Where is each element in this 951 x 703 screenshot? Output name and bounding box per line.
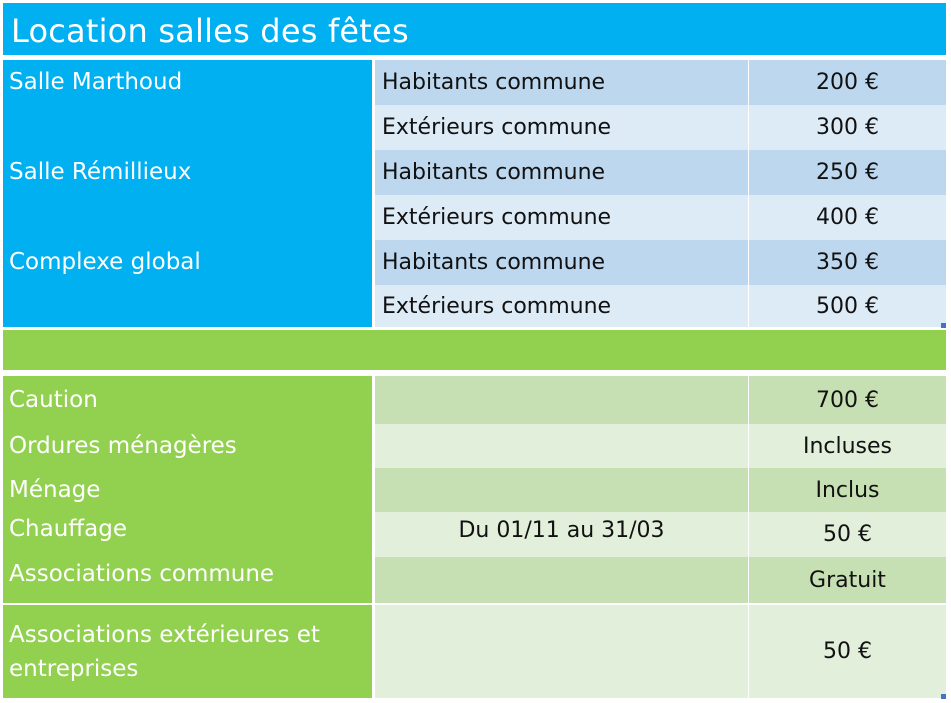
table-row: Caution 700 € <box>3 376 946 426</box>
fee-value: 50 € <box>749 605 946 698</box>
section-divider-band <box>3 330 946 370</box>
room-name: Salle Rémillieux <box>3 150 372 195</box>
cell-resize-handle[interactable] <box>941 323 946 328</box>
rental-price: 300 € <box>749 105 946 150</box>
page-title: Location salles des fêtes <box>3 3 946 55</box>
table-row: Ordures ménagères Incluses <box>3 424 946 468</box>
cell-resize-handle[interactable] <box>941 694 946 699</box>
room-name: Salle Marthoud <box>3 60 372 105</box>
resident-category: Habitants commune <box>372 60 749 105</box>
table-row: Salle Rémillieux Habitants commune 250 € <box>3 150 946 195</box>
table-row: Extérieurs commune 500 € <box>3 285 946 327</box>
table-row: Associations extérieures et entreprises … <box>3 605 946 698</box>
resident-category: Habitants commune <box>372 240 749 285</box>
fee-detail: Du 01/11 au 31/03 <box>372 512 749 557</box>
room-name <box>3 195 372 240</box>
room-name <box>3 285 372 327</box>
fee-label: Ordures ménagères <box>3 424 372 468</box>
table-row: Ménage Inclus <box>3 468 946 512</box>
fee-detail <box>372 376 749 424</box>
room-name <box>3 105 372 150</box>
resident-category: Extérieurs commune <box>372 105 749 150</box>
fee-detail <box>372 424 749 468</box>
rental-price: 350 € <box>749 240 946 285</box>
resident-category: Extérieurs commune <box>372 195 749 240</box>
fee-detail <box>372 557 749 603</box>
rental-price: 500 € <box>749 285 946 327</box>
fee-detail <box>372 468 749 512</box>
fee-label: Associations extérieures et entreprises <box>3 605 372 698</box>
fee-value: Incluses <box>749 424 946 468</box>
fee-label: Ménage <box>3 468 372 512</box>
fee-value: 700 € <box>749 376 946 424</box>
room-name: Complexe global <box>3 240 372 285</box>
fee-label: Associations commune <box>3 557 372 603</box>
fee-label: Chauffage <box>3 512 372 557</box>
rental-price: 250 € <box>749 150 946 195</box>
fee-label: Caution <box>3 376 372 424</box>
table-row: Chauffage Du 01/11 au 31/03 50 € <box>3 512 946 559</box>
resident-category: Habitants commune <box>372 150 749 195</box>
table-row: Associations commune Gratuit <box>3 557 946 605</box>
table-row: Extérieurs commune 400 € <box>3 195 946 242</box>
rental-price: 400 € <box>749 195 946 240</box>
fee-value: 50 € <box>749 512 946 557</box>
fee-detail <box>372 605 749 698</box>
fee-value: Inclus <box>749 468 946 512</box>
table-row: Complexe global Habitants commune 350 € <box>3 240 946 285</box>
fee-value: Gratuit <box>749 557 946 603</box>
table-row: Extérieurs commune 300 € <box>3 105 946 152</box>
table-row: Salle Marthoud Habitants commune 200 € <box>3 60 946 105</box>
rental-price: 200 € <box>749 60 946 105</box>
resident-category: Extérieurs commune <box>372 285 749 327</box>
